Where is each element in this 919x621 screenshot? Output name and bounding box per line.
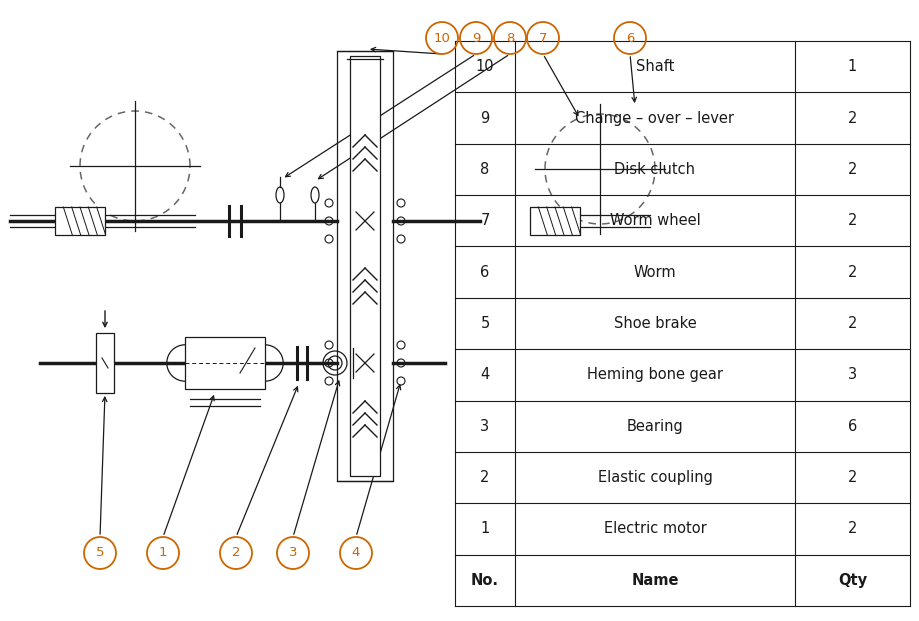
Text: 2: 2 bbox=[480, 470, 489, 485]
Text: 10: 10 bbox=[475, 59, 494, 74]
Text: 2: 2 bbox=[847, 316, 857, 331]
Text: Qty: Qty bbox=[837, 573, 866, 588]
Text: Shoe brake: Shoe brake bbox=[613, 316, 696, 331]
Text: 2: 2 bbox=[847, 213, 857, 229]
Text: 7: 7 bbox=[480, 213, 489, 229]
Text: 4: 4 bbox=[480, 368, 489, 383]
Text: 2: 2 bbox=[847, 111, 857, 125]
Text: Elastic coupling: Elastic coupling bbox=[597, 470, 711, 485]
Text: 5: 5 bbox=[480, 316, 489, 331]
Bar bbox=[349, 56, 380, 476]
Text: 9: 9 bbox=[471, 32, 480, 45]
Text: 6: 6 bbox=[625, 32, 633, 45]
Text: 3: 3 bbox=[289, 546, 297, 560]
Bar bbox=[96, 333, 114, 393]
Bar bbox=[529, 207, 579, 235]
Text: 8: 8 bbox=[505, 32, 514, 45]
Bar bbox=[336, 51, 392, 481]
Bar bbox=[185, 337, 265, 389]
Text: Heming bone gear: Heming bone gear bbox=[586, 368, 722, 383]
Text: 2: 2 bbox=[847, 470, 857, 485]
Text: Worm: Worm bbox=[633, 265, 675, 279]
Text: 2: 2 bbox=[847, 162, 857, 177]
Text: 9: 9 bbox=[480, 111, 489, 125]
Text: 1: 1 bbox=[480, 522, 489, 537]
Text: Shaft: Shaft bbox=[635, 59, 674, 74]
Text: Disk clutch: Disk clutch bbox=[614, 162, 695, 177]
Text: 3: 3 bbox=[480, 419, 489, 433]
Text: 6: 6 bbox=[847, 419, 857, 433]
Text: Bearing: Bearing bbox=[626, 419, 683, 433]
Text: 8: 8 bbox=[480, 162, 489, 177]
Text: 2: 2 bbox=[847, 265, 857, 279]
Text: 2: 2 bbox=[232, 546, 240, 560]
Text: 1: 1 bbox=[847, 59, 857, 74]
Text: No.: No. bbox=[471, 573, 498, 588]
Text: 5: 5 bbox=[96, 546, 104, 560]
Bar bbox=[55, 207, 105, 235]
Text: 1: 1 bbox=[159, 546, 167, 560]
Text: 10: 10 bbox=[433, 32, 450, 45]
Text: Electric motor: Electric motor bbox=[603, 522, 706, 537]
Text: 2: 2 bbox=[847, 522, 857, 537]
Text: Name: Name bbox=[630, 573, 678, 588]
Text: 3: 3 bbox=[847, 368, 857, 383]
Text: 6: 6 bbox=[480, 265, 489, 279]
Text: Worm wheel: Worm wheel bbox=[609, 213, 699, 229]
Text: 7: 7 bbox=[539, 32, 547, 45]
Text: Change – over – lever: Change – over – lever bbox=[575, 111, 733, 125]
Text: 4: 4 bbox=[351, 546, 360, 560]
